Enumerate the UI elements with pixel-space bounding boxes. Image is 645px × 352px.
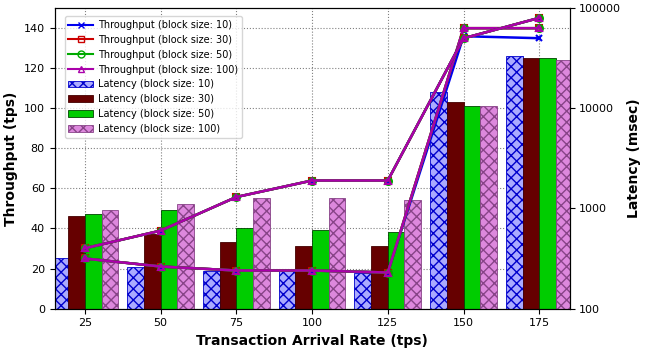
Bar — [355, 272, 371, 309]
Bar — [312, 231, 329, 309]
Y-axis label: Throughput (tps): Throughput (tps) — [4, 91, 18, 226]
Bar — [404, 200, 421, 309]
Bar — [127, 266, 144, 309]
Y-axis label: Latency (msec): Latency (msec) — [627, 99, 641, 218]
Bar — [279, 270, 295, 309]
Bar — [253, 199, 270, 309]
Bar — [329, 199, 345, 309]
Bar — [177, 205, 194, 309]
Legend: Throughput (block size: 10), Throughput (block size: 30), Throughput (block size: Throughput (block size: 10), Throughput … — [64, 16, 242, 138]
Bar — [295, 246, 312, 309]
Bar — [203, 270, 220, 309]
Bar — [480, 106, 497, 309]
Bar — [430, 92, 447, 309]
Bar — [144, 234, 161, 309]
Bar — [506, 56, 522, 309]
Bar — [447, 102, 464, 309]
Bar — [464, 106, 480, 309]
Bar — [220, 243, 236, 309]
Bar — [556, 60, 573, 309]
Bar — [101, 210, 118, 309]
Bar — [68, 216, 85, 309]
Bar — [52, 258, 68, 309]
Bar — [85, 214, 101, 309]
Bar — [161, 210, 177, 309]
Bar — [236, 228, 253, 309]
Bar — [371, 246, 388, 309]
X-axis label: Transaction Arrival Rate (tps): Transaction Arrival Rate (tps) — [196, 334, 428, 348]
Bar — [539, 58, 556, 309]
Bar — [388, 232, 404, 309]
Bar — [522, 58, 539, 309]
